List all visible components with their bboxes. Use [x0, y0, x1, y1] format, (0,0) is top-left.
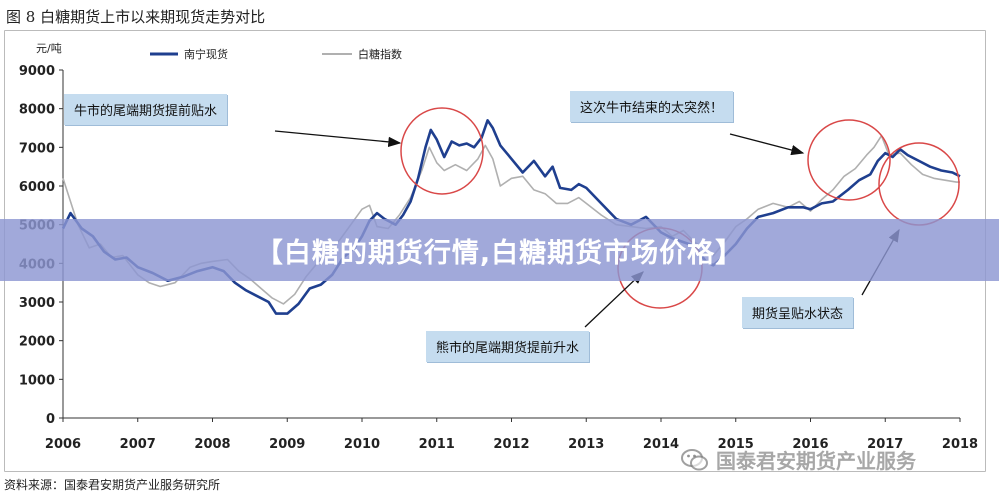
y-tick-label-2000: 2000	[19, 335, 55, 350]
callout-bear-premium: 熊市的尾端期货提前升水	[426, 331, 590, 362]
callout-bull-premium: 牛市的尾端期货提前贴水	[64, 94, 228, 125]
highlight-circle-bull-top	[400, 107, 484, 195]
x-tick-label-2017: 2017	[867, 437, 903, 452]
legend-label-index: 白糖指数	[358, 47, 402, 61]
x-tick-label-2007: 2007	[120, 437, 156, 452]
legend-label-spot: 南宁现货	[184, 47, 228, 61]
series-line-spot	[61, 119, 961, 315]
y-tick-label-3000: 3000	[19, 296, 55, 311]
y-tick-label-7000: 7000	[19, 141, 55, 156]
x-tick-label-2012: 2012	[493, 437, 529, 452]
x-tick-label-2016: 2016	[792, 437, 828, 452]
highlight-circle-discount	[878, 142, 960, 226]
y-tick-label-6000: 6000	[19, 180, 55, 195]
callout-futures-discount: 期货呈贴水状态	[742, 297, 854, 328]
watermark-text: 国泰君安期货产业服务	[716, 449, 916, 473]
chart-legend: 南宁现货 白糖指数	[150, 47, 402, 61]
callout-bull-end: 这次牛市结束的太突然！	[570, 91, 734, 122]
highlight-circle-bull-end	[807, 119, 891, 201]
x-tick-label-2018: 2018	[942, 437, 978, 452]
title-banner: 【白糖的期货行情,白糖期货市场价格】	[0, 219, 999, 281]
x-tick-label-2009: 2009	[269, 437, 305, 452]
y-tick-label-1000: 1000	[19, 373, 55, 388]
figure-title: 图 8 白糖期货上市以来期现货走势对比	[6, 8, 266, 26]
x-tick-label-2006: 2006	[45, 437, 81, 452]
y-axis-unit-label: 元/吨	[36, 42, 62, 55]
arrow-bull-end	[729, 133, 805, 156]
arrow-bull-premium	[274, 130, 402, 148]
y-tick-label-0: 0	[46, 412, 55, 427]
watermark: 国泰君安期货产业服务	[680, 445, 916, 474]
x-tick-label-2008: 2008	[194, 437, 230, 452]
x-tick-label-2013: 2013	[568, 437, 604, 452]
y-tick-label-8000: 8000	[19, 103, 55, 118]
x-tick-label-2010: 2010	[344, 437, 380, 452]
x-tick-label-2015: 2015	[718, 437, 754, 452]
x-tick-label-2014: 2014	[643, 437, 679, 452]
x-tick-label-2011: 2011	[419, 437, 455, 452]
source-note: 资料来源：国泰君安期货产业服务研究所	[4, 478, 221, 492]
y-tick-label-9000: 9000	[19, 64, 55, 79]
arrow-bear-premium	[584, 271, 644, 328]
wechat-icon	[681, 448, 708, 470]
